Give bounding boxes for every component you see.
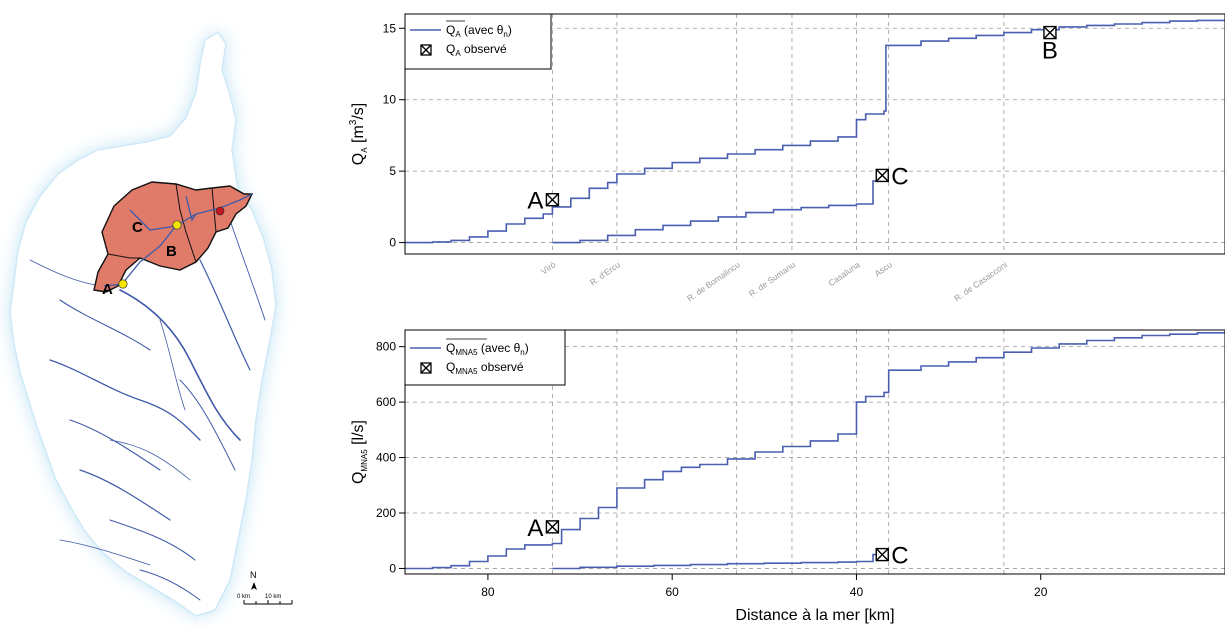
- top-observed-marker-a: [545, 193, 560, 207]
- top-series-line-0: [405, 19, 1225, 244]
- bottom-legend-line-label: QMNA5 (avec θn): [446, 341, 529, 357]
- tributary-label-0: Vìrò: [539, 259, 558, 276]
- bottom-chart-frame: [404, 329, 1225, 575]
- bottom-series-line-0: [405, 331, 1225, 570]
- top-chart-y-ticks: 0 5 10 15: [383, 21, 405, 250]
- top-ytick-label-3: 15: [383, 21, 397, 35]
- bottom-chart-grid: [405, 330, 1225, 574]
- bottom-legend-observed-icon: [420, 362, 432, 374]
- island-land: [9, 30, 277, 617]
- corsica-map: A B C N 0 km 10 km: [9, 30, 293, 617]
- site-label-a: A: [102, 281, 113, 298]
- bottom-ytick-label-0: 0: [389, 561, 396, 575]
- bottom-chart-series: [405, 331, 1225, 570]
- top-ytick-label-2: 10: [383, 93, 397, 107]
- bottom-ytick-label-3: 600: [376, 395, 396, 409]
- bottom-chart-observed-points: AC: [527, 515, 908, 570]
- top-chart-observed-points: A C B: [527, 25, 1058, 215]
- top-observed-label-c: C: [891, 163, 908, 190]
- bottom-observed-label-a: A: [527, 515, 543, 542]
- bottom-series-line-1: [552, 553, 885, 570]
- bottom-legend-observed-label: QMNA5 observé: [446, 360, 524, 376]
- top-observed-marker-b: [1043, 25, 1057, 40]
- top-observed-marker-c: [875, 168, 889, 183]
- site-label-b: B: [166, 243, 177, 260]
- top-chart-y-axis-title: QA [m3/s]: [348, 103, 369, 165]
- scale-bar: [243, 600, 293, 605]
- top-chart-legend: QA (avec θn) QA observé: [404, 13, 552, 70]
- top-observed-label-a: A: [527, 188, 543, 215]
- top-chart-series: [405, 19, 1225, 244]
- tributary-label-2: R. de Bomalincu: [685, 259, 742, 303]
- tributary-label-1: R. d'Ercu: [588, 259, 622, 287]
- north-label: N: [250, 570, 257, 580]
- bottom-xtick-label-0: 80: [481, 585, 495, 599]
- top-legend-line-label: QA (avec θn): [446, 23, 512, 39]
- bottom-chart-y-axis-title: QMNA5 [l/s]: [350, 420, 369, 484]
- top-ytick-label-1: 5: [389, 164, 396, 178]
- bottom-xtick-label-2: 40: [850, 585, 864, 599]
- site-point-b: [172, 220, 182, 230]
- bottom-ytick-label-2: 400: [376, 451, 396, 465]
- scale-label-end: 10 km: [265, 594, 281, 600]
- outlet-point: [215, 206, 225, 216]
- bottom-ytick-label-4: 800: [376, 340, 396, 354]
- top-observed-label-b: B: [1042, 38, 1058, 65]
- top-series-line-1: [552, 176, 885, 244]
- bottom-chart-x-axis-title: Distance à la mer [km]: [735, 607, 894, 624]
- bottom-xtick-label-1: 60: [666, 585, 680, 599]
- site-point-a: [118, 279, 128, 289]
- bottom-observed-label-c: C: [891, 543, 908, 570]
- top-ytick-label-0: 0: [389, 236, 396, 250]
- top-chart-tributary-labels: Vìrò R. d'Ercu R. de Bomalincu R. de Sumanu…: [539, 259, 1009, 303]
- tributary-label-3: R. de Sumanu: [747, 259, 797, 299]
- site-label-c: C: [132, 219, 143, 236]
- north-arrow-icon: [251, 582, 257, 590]
- bottom-chart-x-ticks: 80 60 40 20: [481, 574, 1048, 599]
- river-network: [29, 219, 266, 601]
- tributary-label-6: R. de Casacconi: [952, 259, 1009, 303]
- top-legend-observed-label: QA observé: [446, 42, 507, 58]
- bottom-chart-y-ticks: 0 200 400 600 800: [376, 340, 405, 575]
- tributary-label-4: Casaluna: [826, 259, 861, 288]
- scale-label-start: 0 km: [237, 594, 250, 600]
- bottom-observed-marker-a: [545, 520, 560, 534]
- bottom-chart-legend: QMNA5 (avec θn) QMNA5 observé: [404, 329, 566, 386]
- top-chart-frame: [404, 13, 1225, 255]
- bottom-xtick-label-3: 20: [1034, 585, 1048, 599]
- bottom-ytick-label-1: 200: [376, 506, 396, 520]
- bottom-observed-marker-c: [875, 547, 889, 562]
- corsica-map-panel: A B C N 0 km 10 km: [0, 0, 305, 626]
- tributary-label-5: Ascu: [873, 259, 894, 278]
- top-legend-observed-icon: [420, 44, 432, 56]
